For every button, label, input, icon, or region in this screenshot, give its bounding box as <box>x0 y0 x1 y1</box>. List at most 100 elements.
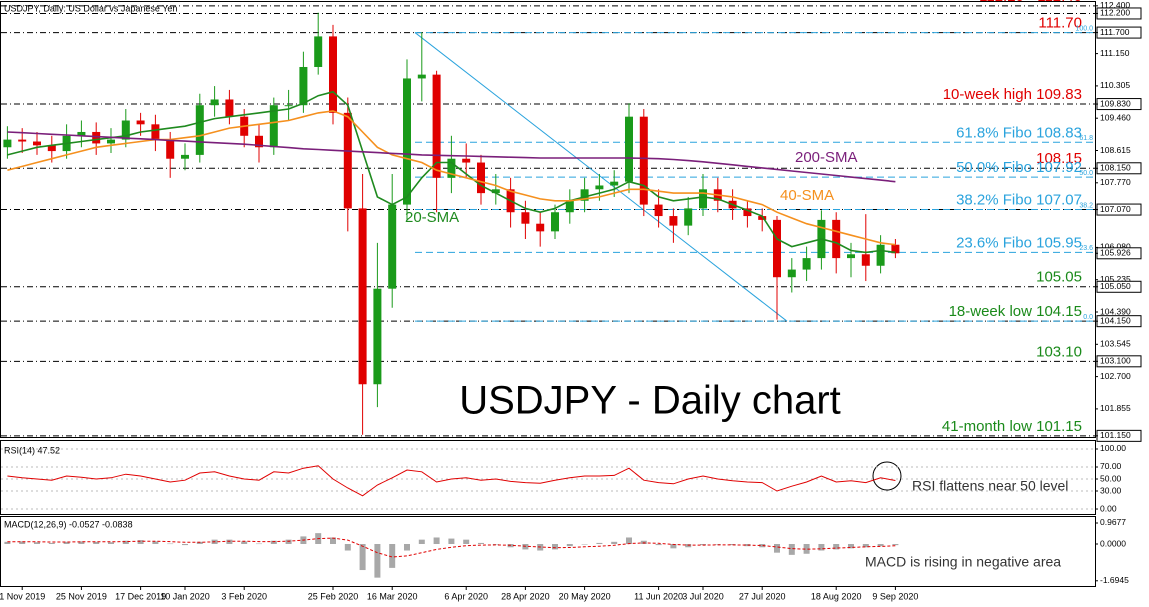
candle-body <box>225 99 234 117</box>
y-tick-label: 103.545 <box>1100 339 1131 349</box>
bar <box>478 542 484 545</box>
bar <box>404 544 410 551</box>
x-tick-label: 3 Jul 2020 <box>682 591 724 601</box>
chart-subtitle: USDJPY - Daily chart <box>459 379 841 423</box>
candle-body <box>491 189 500 194</box>
candle-body <box>3 139 12 148</box>
candle-body <box>314 36 323 67</box>
y-tick-label: 106.080 <box>1100 242 1131 252</box>
macd-title: MACD(12,26,9) -0.0527 -0.0838 <box>4 519 133 529</box>
candle-body <box>284 105 293 107</box>
macd-panel <box>0 516 1096 587</box>
series-label: 40-SMA <box>780 187 834 204</box>
fibo-label: 38.2% Fibo 107.07 <box>956 192 1082 209</box>
bar <box>108 542 114 545</box>
bar <box>759 544 766 548</box>
annotation-circle <box>872 461 902 491</box>
bar <box>670 544 677 549</box>
rsi-annotation: RSI flattens near 50 level <box>912 478 1068 494</box>
level-label: 18-week low 104.15 <box>949 303 1082 320</box>
line <box>7 90 896 254</box>
bar <box>270 540 277 545</box>
bar <box>774 544 780 553</box>
y-tick-label: 110.305 <box>1100 80 1130 90</box>
x-tick-label: 27 Jul 2020 <box>739 591 786 601</box>
fibo-ratio: 23.6 <box>1079 245 1093 252</box>
bar <box>374 544 381 578</box>
bar <box>48 542 55 545</box>
x-tick-label: 16 Mar 2020 <box>367 591 418 601</box>
candle-body <box>121 120 130 140</box>
y-tick-label: 70.00 <box>1100 461 1122 471</box>
bar <box>685 544 692 548</box>
candle-body <box>343 112 352 209</box>
bar <box>700 544 706 546</box>
candle-body <box>876 244 885 266</box>
fibo-trend <box>414 32 788 322</box>
candle-body <box>358 208 367 385</box>
y-tick-label: 111.700 <box>1100 27 1130 37</box>
bar <box>34 542 40 545</box>
bar <box>167 543 174 545</box>
y-tick-label: 107.770 <box>1100 177 1131 187</box>
x-tick-label: 3 Feb 2020 <box>221 591 267 601</box>
y-tick-label: 112.200 <box>1100 8 1130 18</box>
bar <box>78 541 85 545</box>
candle-body <box>847 254 855 259</box>
y-tick-label: 112.400 <box>1100 0 1130 10</box>
candle-body <box>610 181 619 186</box>
level-label: 103.10 <box>1036 343 1082 360</box>
y-tick-label: 105.050 <box>1100 281 1131 291</box>
x-tick-label: 11 Jun 2020 <box>634 591 683 601</box>
candle-body <box>669 216 678 226</box>
bar <box>596 542 603 545</box>
candle-body <box>403 78 411 205</box>
candle-body <box>92 131 101 144</box>
bar <box>744 544 751 547</box>
level-label: 41-month low 101.15 <box>942 418 1082 435</box>
bar <box>63 541 70 545</box>
candle-body <box>417 74 426 79</box>
y-tick-label: 102.700 <box>1100 371 1131 381</box>
bar <box>522 544 529 550</box>
line <box>7 465 896 497</box>
level-label: 111.70 <box>1038 15 1082 32</box>
bar <box>788 544 795 555</box>
candle-body <box>802 258 811 270</box>
bar <box>581 544 588 545</box>
bar <box>862 544 869 548</box>
level-label: 108.15 <box>1036 150 1082 167</box>
candle-body <box>684 208 693 226</box>
fibo-ratio: 0.0 <box>1083 314 1093 321</box>
candle-body <box>521 212 530 224</box>
candle-body <box>743 208 752 217</box>
candle-body <box>447 158 456 178</box>
bar <box>137 540 144 545</box>
candle-body <box>773 219 781 278</box>
candle-body <box>255 135 263 148</box>
fibo-ratio: 61.8 <box>1079 135 1093 142</box>
x-tick-label: 18 Aug 2020 <box>811 591 862 601</box>
candle-body <box>580 189 589 201</box>
candle-body <box>891 244 900 254</box>
y-tick-label: 107.070 <box>1100 204 1131 214</box>
bar <box>714 544 721 545</box>
candle-body <box>787 269 796 278</box>
candle-body <box>625 116 633 182</box>
candle-body <box>654 204 663 217</box>
bar <box>492 544 499 545</box>
fibo-ratio: 100.0 <box>1075 25 1093 32</box>
x-tick-label: 9 Sep 2020 <box>872 591 918 601</box>
candle-body <box>477 162 485 194</box>
bar <box>359 544 366 571</box>
line <box>7 131 896 183</box>
candle-body <box>136 120 145 125</box>
bar <box>256 543 262 545</box>
bar <box>463 539 470 545</box>
bar <box>640 540 647 545</box>
series-label: 200-SMA <box>795 149 858 166</box>
y-tick-label: 0.0000 <box>1100 538 1126 548</box>
